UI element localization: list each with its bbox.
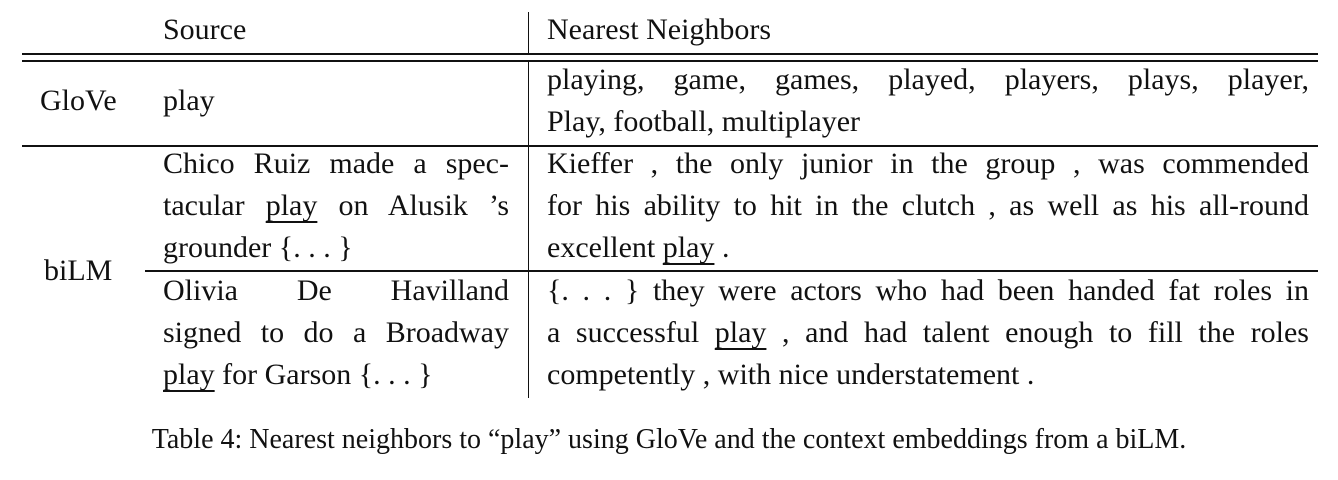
header-rule-top xyxy=(22,53,1318,55)
bilm-row2-source-line-2: signed to do a Broadway xyxy=(163,316,509,349)
bilm-row1-neighbor-line-2: for his ability to hit in the clutch , a… xyxy=(547,189,1309,222)
bilm-row1-source-line-2: tacular play on Alusik ’s xyxy=(163,189,509,222)
target-word-play: play xyxy=(714,316,767,349)
glove-label: GloVe xyxy=(40,84,117,117)
header-rule-bottom xyxy=(22,60,1318,62)
glove-neighbors-line-2: Play, football, multiplayer xyxy=(547,105,860,138)
glove-source: play xyxy=(163,84,215,117)
table-caption: Table 4: Nearest neighbors to “play” usi… xyxy=(151,424,1187,455)
bilm-row2-source-line-1: Olivia De Havilland xyxy=(163,274,509,307)
target-word-play: play xyxy=(265,189,318,222)
glove-row-rule xyxy=(22,145,1318,147)
bilm-row1-neighbor-line-3: excellent play . xyxy=(547,231,730,264)
bilm-row1-neighbor-line-1: Kieffer , the only junior in the group ,… xyxy=(547,147,1309,180)
bilm-row2-source-line-3: play for Garson {. . . } xyxy=(163,358,433,391)
header-source: Source xyxy=(163,13,247,46)
bilm-label: biLM xyxy=(44,254,113,287)
header-nearest-neighbors: Nearest Neighbors xyxy=(547,13,772,46)
bilm-inner-rule xyxy=(145,270,1318,272)
glove-neighbors-line-1: playing, game, games, played, players, p… xyxy=(547,63,1309,96)
target-word-play: play xyxy=(163,358,215,391)
bilm-row2-neighbor-line-1: {. . . } they were actors who had been h… xyxy=(547,274,1309,307)
bilm-row2-neighbor-line-2: a successful play , and had talent enoug… xyxy=(547,316,1309,349)
bilm-row2-neighbor-line-3: competently , with nice understatement . xyxy=(547,358,1035,391)
column-divider-body xyxy=(528,62,529,398)
bilm-row1-source-line-3: grounder {. . . } xyxy=(163,231,353,264)
column-divider-header xyxy=(528,12,529,53)
bilm-row1-source-line-1: Chico Ruiz made a spec- xyxy=(163,147,509,180)
target-word-play: play xyxy=(662,231,715,264)
